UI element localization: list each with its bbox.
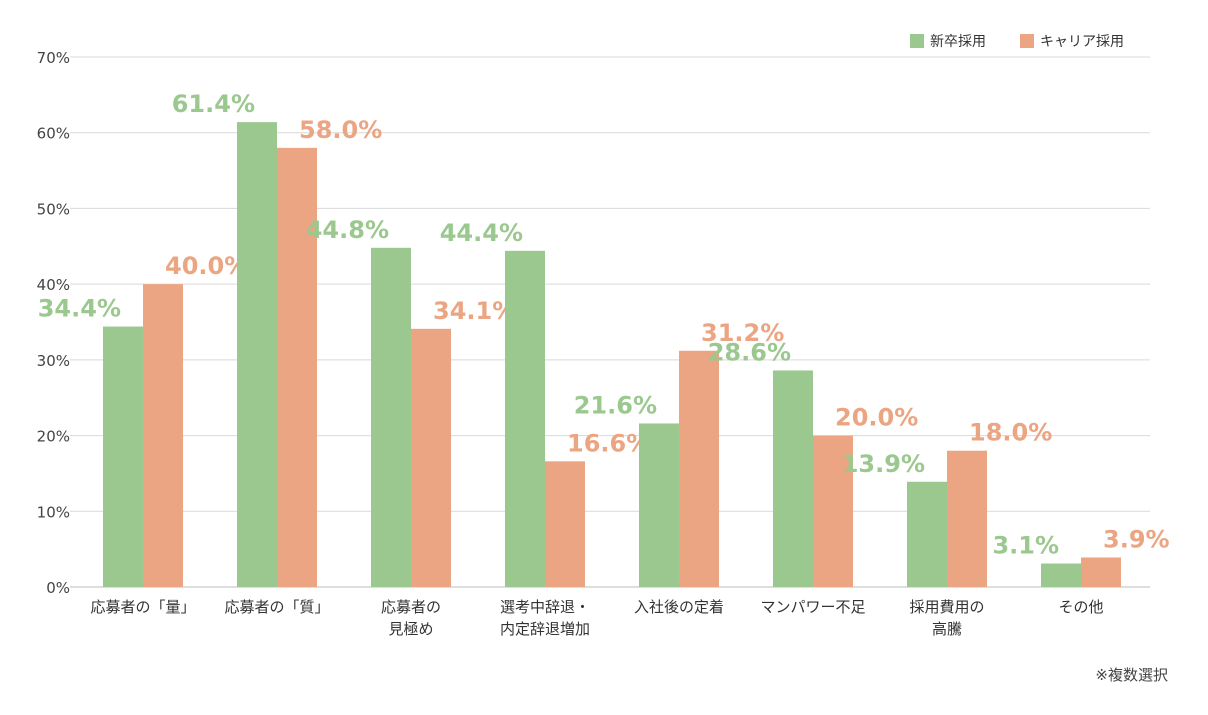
data-label: 34.1%: [433, 297, 516, 325]
x-tick-label: 応募者の「量」: [90, 598, 195, 616]
y-tick-label: 30%: [37, 352, 70, 370]
x-tick-label: 入社後の定着: [634, 598, 724, 616]
bar: [639, 423, 679, 587]
bar: [1041, 563, 1081, 587]
data-label: 20.0%: [835, 404, 918, 432]
data-label: 34.4%: [38, 295, 121, 323]
data-label: 28.6%: [708, 338, 791, 366]
bar: [505, 250, 545, 588]
data-label: 31.2%: [701, 319, 784, 347]
x-tick-label: 選考中辞退・: [500, 598, 590, 616]
x-tick-label: 高騰: [932, 620, 962, 638]
bar: [143, 284, 183, 587]
bar: [237, 122, 277, 587]
y-tick-label: 10%: [37, 503, 70, 521]
data-label: 40.0%: [165, 252, 248, 280]
data-label: 18.0%: [969, 419, 1052, 447]
data-label: 58.0%: [299, 116, 382, 144]
x-tick-label: マンパワー不足: [760, 598, 865, 616]
data-label: 3.9%: [1103, 525, 1170, 553]
x-tick-label: 応募者の「質」: [224, 598, 329, 616]
y-tick-label: 50%: [37, 200, 70, 218]
y-tick-label: 20%: [37, 428, 70, 446]
x-tick-label: 内定辞退増加: [500, 620, 590, 638]
bar: [277, 147, 317, 587]
y-tick-label: 60%: [37, 125, 70, 143]
x-tick-label: その他: [1058, 598, 1103, 616]
data-label: 44.4%: [440, 219, 523, 247]
legend-label: 新卒採用: [930, 34, 986, 50]
multiple-selection-note: ※複数選択: [1095, 666, 1168, 684]
data-label: 13.9%: [842, 450, 925, 478]
bar: [545, 461, 585, 587]
data-label: 3.1%: [992, 532, 1059, 560]
data-label: 61.4%: [172, 90, 255, 118]
bar: [773, 370, 813, 587]
data-label: 21.6%: [574, 391, 657, 419]
y-tick-label: 0%: [46, 579, 70, 597]
bar: [371, 247, 411, 588]
x-tick-label: 見極め: [388, 620, 433, 638]
legend-swatch: [1020, 34, 1034, 48]
x-tick-label: 応募者の: [381, 598, 441, 616]
legend-label: キャリア採用: [1040, 34, 1124, 50]
x-tick-label: 採用費用の: [909, 598, 984, 616]
bar: [907, 481, 947, 587]
y-tick-label: 40%: [37, 276, 70, 294]
bar: [813, 435, 853, 587]
bar: [1081, 557, 1121, 587]
bar: [411, 328, 451, 587]
legend-swatch: [910, 34, 924, 48]
data-label: 44.8%: [306, 216, 389, 244]
bar: [679, 350, 719, 587]
y-tick-label: 70%: [37, 49, 70, 67]
bar: [103, 326, 143, 587]
data-label: 16.6%: [567, 429, 650, 457]
bar: [947, 450, 987, 587]
